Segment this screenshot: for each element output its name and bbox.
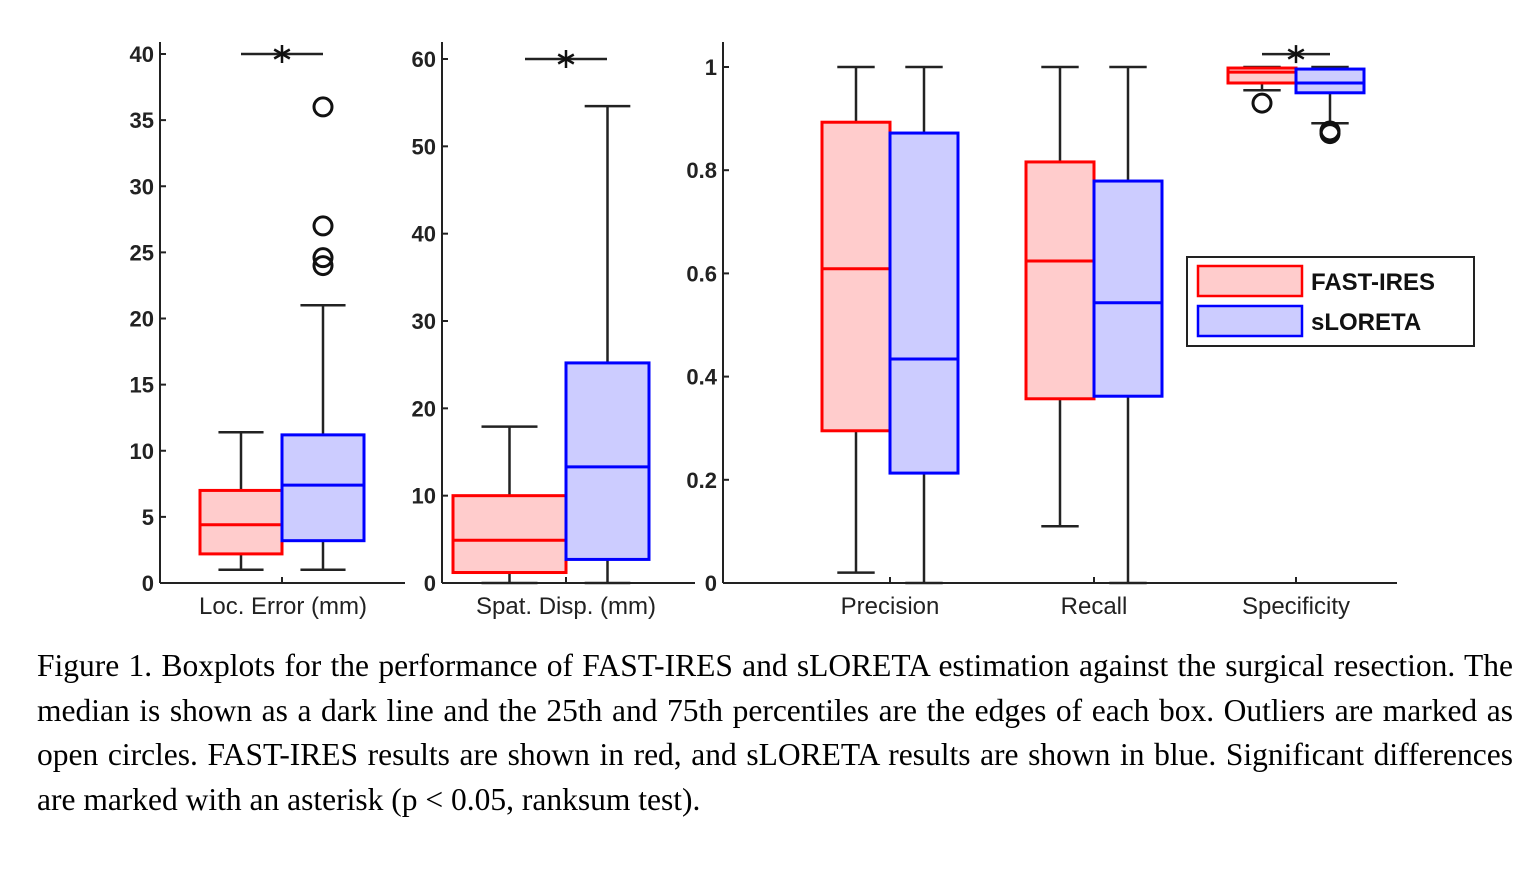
box-sloreta — [1294, 65, 1366, 145]
iqr-box — [280, 433, 366, 543]
significance-asterisk — [1287, 45, 1305, 64]
y-tick-label: 30 — [130, 174, 154, 199]
box-sloreta — [564, 104, 651, 585]
asterisk-stroke — [1287, 48, 1305, 60]
y-tick-label: 35 — [130, 108, 154, 133]
y-tick-label: 40 — [130, 42, 154, 67]
metrics-panel: 0 0.2 0.4 0.6 0.8 1 Precision Recall Specificity — [686, 42, 1397, 620]
outlier-marker — [1319, 123, 1341, 145]
y-tick-label: 25 — [130, 240, 154, 265]
x-axis-label: Loc. Error (mm) — [199, 593, 367, 620]
y-tick-label: 20 — [412, 396, 436, 421]
y-tick-label: 0 — [142, 571, 154, 596]
y-tick-label: 0 — [705, 571, 717, 596]
y-tick-label: 0.8 — [686, 158, 717, 183]
significance-asterisk — [557, 50, 575, 68]
box-fast-ires — [820, 65, 892, 574]
asterisk-stroke — [273, 48, 291, 60]
legend-swatch-fast-ires — [1196, 264, 1304, 298]
outlier-marker — [312, 255, 334, 277]
iqr-box — [1092, 179, 1164, 398]
y-tick-label: 60 — [412, 47, 436, 72]
legend: FAST-IRES sLORETA — [1186, 256, 1475, 347]
iqr-box — [1226, 66, 1298, 85]
y-tick-label: 0.6 — [686, 261, 717, 286]
box-sloreta — [280, 96, 366, 572]
y-tick-label: 0.2 — [686, 468, 717, 493]
iqr-box — [198, 488, 284, 556]
iqr-box — [1024, 160, 1096, 401]
box-sloreta — [1092, 65, 1164, 585]
iqr-box — [451, 494, 568, 575]
box-fast-ires — [1024, 65, 1096, 528]
box-fast-ires — [1226, 65, 1298, 114]
iqr-box — [564, 361, 651, 561]
y-tick-label: 5 — [142, 505, 154, 530]
outlier-marker — [312, 215, 334, 237]
spat-disp-panel: 0 10 20 30 40 50 60 Spat. Disp. (mm) — [412, 42, 695, 620]
legend-label-fast-ires: FAST-IRES — [1311, 269, 1435, 296]
legend-label-sloreta: sLORETA — [1311, 309, 1421, 336]
figure-caption: Figure 1. Boxplots for the performance o… — [37, 648, 1513, 817]
y-tick-label: 20 — [130, 307, 154, 332]
y-tick-label: 1 — [705, 55, 717, 80]
y-tick-label: 10 — [130, 439, 154, 464]
iqr-box — [820, 120, 892, 433]
box-fast-ires — [451, 425, 568, 585]
outlier-marker — [1251, 92, 1273, 114]
iqr-box — [1294, 67, 1366, 95]
y-tick-label: 30 — [412, 309, 436, 334]
x-tick-label: Recall — [1061, 593, 1128, 620]
outlier-marker — [312, 96, 334, 118]
y-tick-label: 50 — [412, 134, 436, 159]
significance-asterisk — [273, 45, 291, 63]
x-tick-label: Specificity — [1242, 593, 1350, 620]
y-tick-label: 40 — [412, 222, 436, 247]
iqr-box — [888, 131, 960, 475]
box-fast-ires — [198, 430, 284, 572]
legend-swatch-sloreta — [1196, 304, 1304, 338]
x-axis-label: Spat. Disp. (mm) — [476, 593, 656, 620]
outlier-marker — [312, 247, 334, 269]
asterisk-stroke — [557, 53, 575, 65]
y-tick-label: 0 — [424, 571, 436, 596]
x-tick-label: Precision — [841, 593, 940, 620]
y-tick-label: 0.4 — [686, 365, 717, 390]
y-tick-label: 10 — [412, 484, 436, 509]
box-sloreta — [888, 65, 960, 585]
y-tick-label: 15 — [130, 373, 154, 398]
loc-error-panel: 0 5 10 15 20 25 30 35 40 Loc. Error (mm) — [130, 42, 405, 620]
